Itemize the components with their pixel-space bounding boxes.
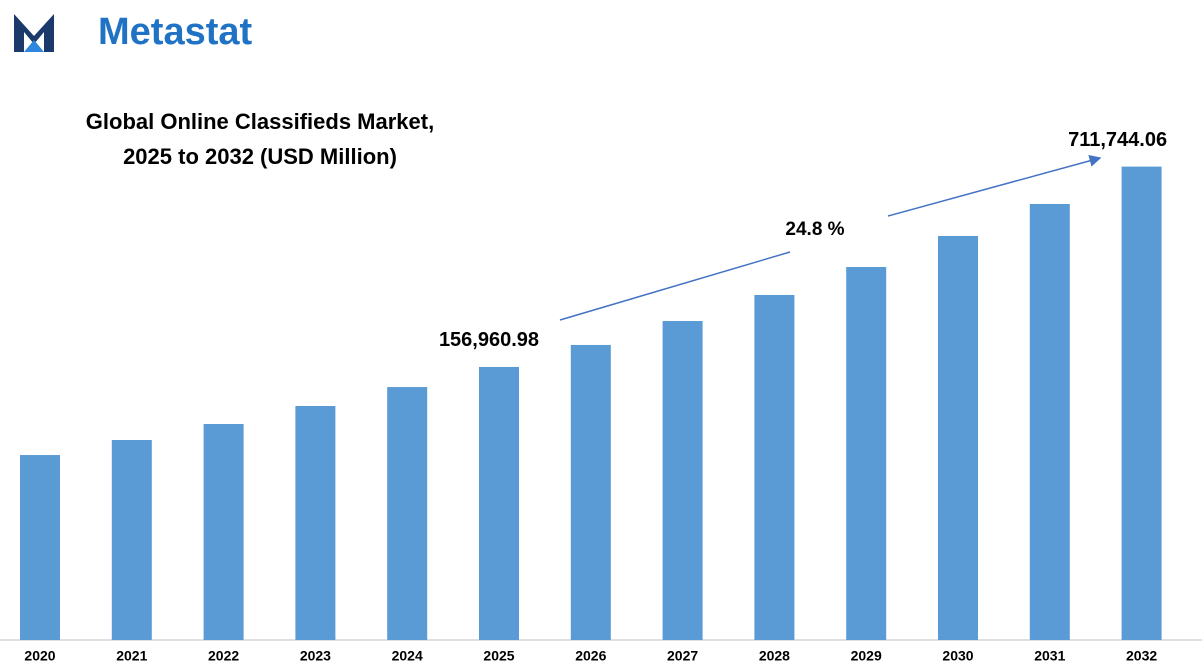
bar: [479, 366, 519, 640]
x-tick-label: 2025: [483, 648, 514, 664]
chart-title: 2025 to 2032 (USD Million): [123, 144, 397, 169]
trend-arrow: [887, 154, 1102, 217]
x-tick-label: 2032: [1126, 648, 1157, 664]
x-tick-label: 2031: [1034, 648, 1065, 664]
trend-arrow: [559, 251, 791, 321]
x-tick-label: 2020: [24, 648, 55, 664]
x-tick-label: 2028: [759, 648, 790, 664]
x-tick-label: 2023: [300, 648, 331, 664]
logo-text: Metastat: [98, 11, 252, 53]
data-label: 711,744.06: [1068, 129, 1167, 151]
bar: [295, 406, 336, 640]
bar: [938, 235, 978, 640]
bar: [662, 321, 703, 640]
bar: [1029, 203, 1070, 641]
bar: [754, 294, 795, 640]
x-tick-label: 2029: [851, 648, 882, 664]
bar: [203, 424, 244, 640]
x-tick-label: 2030: [942, 648, 973, 664]
x-tick-label: 2022: [208, 648, 239, 664]
chart-title: Global Online Classifieds Market,: [86, 109, 434, 134]
bar: [111, 439, 152, 640]
bar: [570, 344, 611, 640]
bar: [1121, 166, 1162, 641]
cagr-label: 24.8 %: [785, 219, 844, 240]
x-tick-label: 2026: [575, 648, 606, 664]
bar: [20, 455, 60, 640]
x-tick-label: 2021: [116, 648, 147, 664]
bar: [387, 387, 428, 640]
logo-icon: [14, 14, 54, 52]
bar: [846, 266, 887, 640]
x-tick-label: 2024: [392, 648, 423, 664]
logo-icon-accent: [24, 40, 44, 52]
data-label: 156,960.98: [439, 329, 539, 351]
logo: Metastat: [14, 11, 252, 53]
x-tick-label: 2027: [667, 648, 698, 664]
